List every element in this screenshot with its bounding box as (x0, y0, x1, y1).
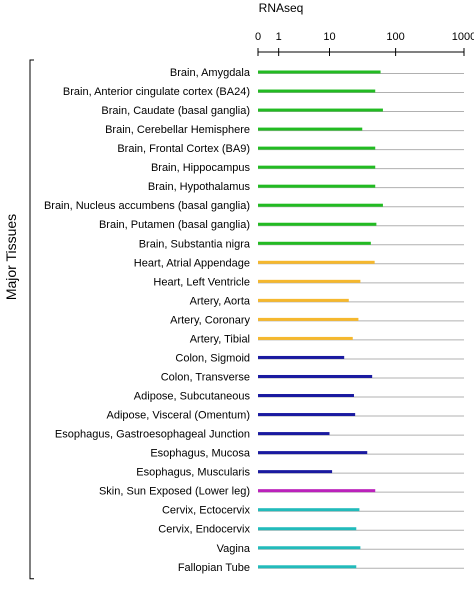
bar (258, 336, 353, 340)
bar (258, 317, 359, 321)
bar (258, 241, 371, 245)
category-label: Brain, Anterior cingulate cortex (BA24) (63, 86, 250, 98)
bar (258, 279, 361, 283)
bar (258, 146, 376, 150)
bar (258, 527, 357, 531)
category-label: Adipose, Visceral (Omentum) (107, 410, 250, 422)
bar (258, 374, 373, 378)
x-tick-label: 1 (276, 31, 282, 43)
category-label: Brain, Amygdala (170, 67, 251, 79)
category-label: Brain, Caudate (basal ganglia) (101, 105, 250, 117)
category-label: Artery, Coronary (170, 314, 250, 326)
category-label: Artery, Tibial (190, 333, 250, 345)
category-label: Colon, Sigmoid (175, 352, 250, 364)
category-label: Heart, Left Ventricle (153, 276, 250, 288)
category-label: Fallopian Tube (178, 562, 250, 574)
bar (258, 394, 354, 398)
category-label: Esophagus, Muscularis (136, 467, 250, 479)
bar (258, 432, 330, 436)
category-label: Skin, Sun Exposed (Lower leg) (99, 486, 250, 498)
bar (258, 451, 368, 455)
bar (258, 470, 333, 474)
category-label: Brain, Putamen (basal ganglia) (99, 219, 250, 231)
category-label: Brain, Hypothalamus (148, 181, 251, 193)
category-label: Cervix, Endocervix (158, 524, 250, 536)
category-label: Artery, Aorta (190, 295, 251, 307)
bar (258, 108, 383, 112)
category-label: Heart, Atrial Appendage (134, 257, 250, 269)
bar (258, 70, 381, 74)
bracket-line (29, 59, 34, 580)
bar (258, 165, 376, 169)
x-tick-label: 0 (255, 31, 261, 43)
category-label: Adipose, Subcutaneous (134, 391, 251, 403)
bar (258, 355, 345, 359)
category-label: Colon, Transverse (161, 371, 250, 383)
x-axis: 0 1 10 100 1000 (255, 31, 474, 56)
category-label: Brain, Hippocampus (151, 162, 251, 174)
bar (258, 260, 375, 264)
group-label: Major Tissues (3, 214, 19, 300)
x-axis-title: RNAseq (259, 1, 304, 15)
category-label: Brain, Substantia nigra (139, 238, 251, 250)
category-label: Vagina (217, 543, 251, 555)
bar (258, 508, 360, 512)
bar (258, 89, 376, 93)
chart-rows: Brain, Amygdala Brain, Anterior cingulate… (44, 67, 464, 574)
bar (258, 546, 361, 550)
category-label: Cervix, Ectocervix (162, 505, 251, 517)
bar (258, 203, 383, 207)
bar (258, 413, 356, 417)
category-label: Brain, Nucleus accumbens (basal ganglia) (44, 200, 250, 212)
bar (258, 184, 376, 188)
x-tick-label: 100 (386, 31, 404, 43)
category-label: Brain, Cerebellar Hemisphere (105, 124, 250, 136)
bar (258, 222, 377, 226)
category-label: Esophagus, Gastroesophageal Junction (55, 429, 250, 441)
bar (258, 489, 376, 493)
category-label: Esophagus, Mucosa (150, 448, 251, 460)
category-label: Brain, Frontal Cortex (BA9) (117, 143, 250, 155)
bar (258, 298, 349, 302)
group-bracket (29, 59, 34, 580)
bar (258, 127, 363, 131)
x-tick-label: 1000 (452, 31, 474, 43)
x-tick-label: 10 (323, 31, 335, 43)
bar (258, 565, 357, 569)
